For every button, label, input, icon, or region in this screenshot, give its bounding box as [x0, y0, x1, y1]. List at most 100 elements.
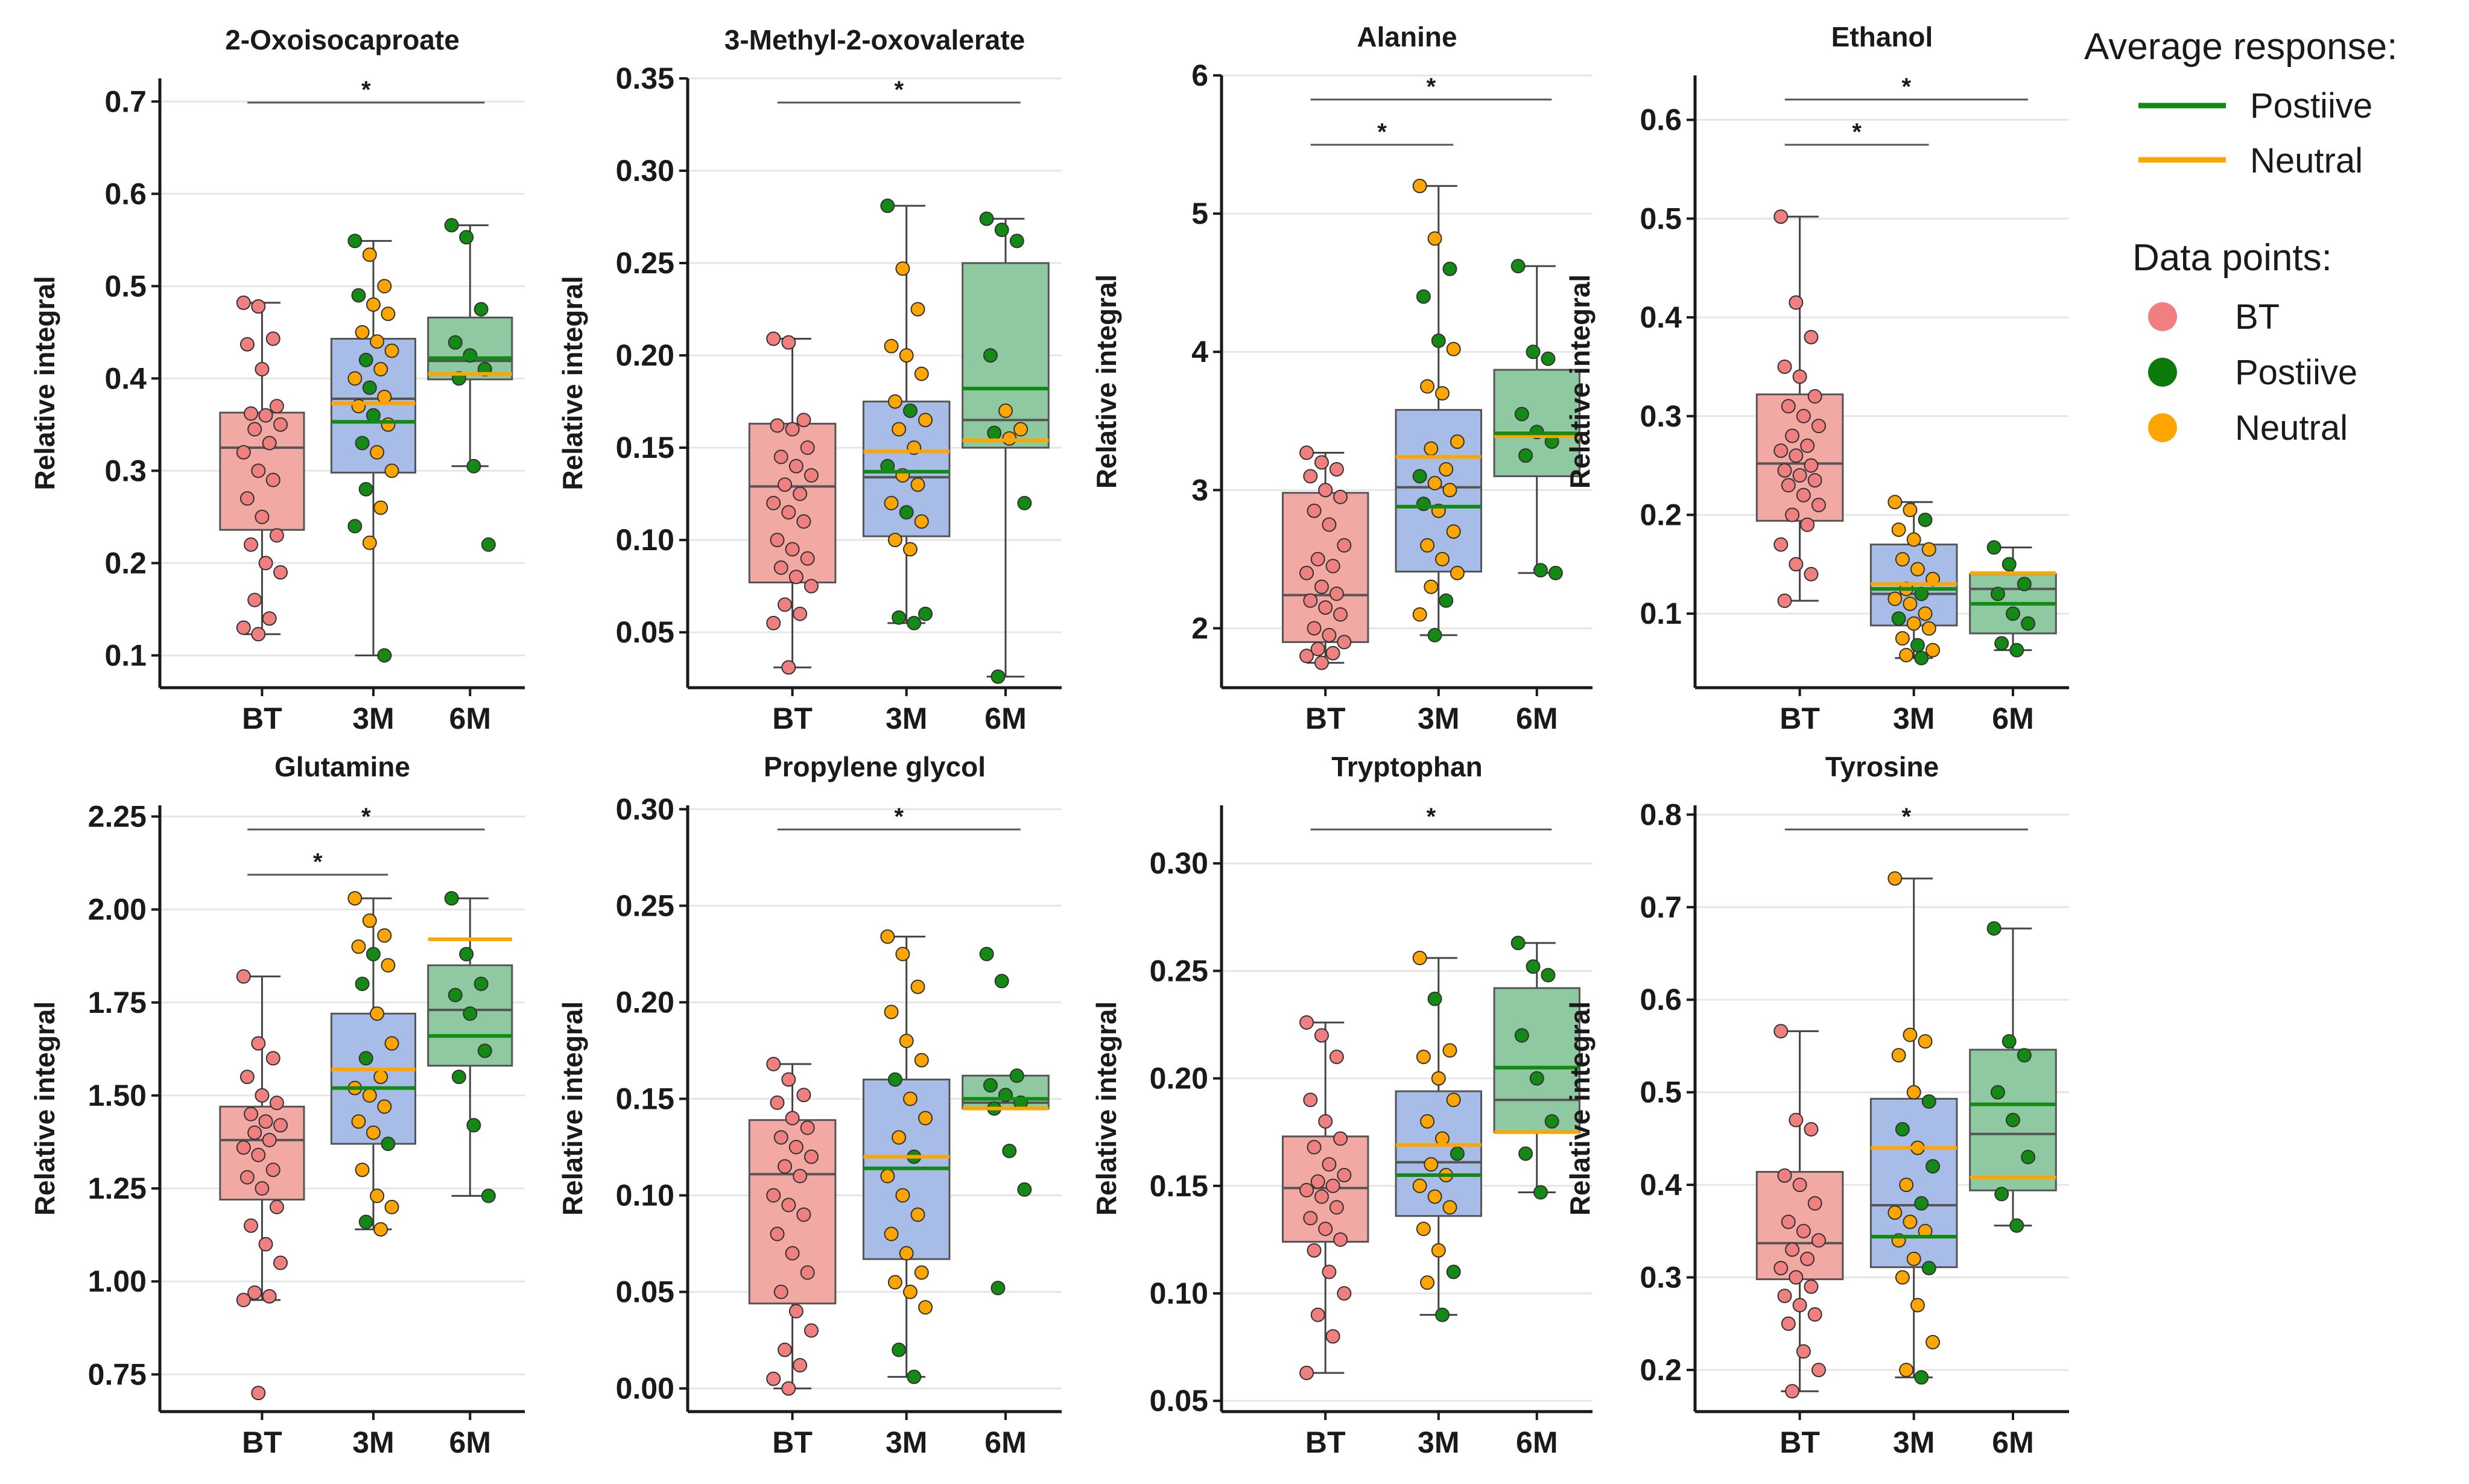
point-bt — [1789, 448, 1804, 463]
point-neutral — [384, 1199, 399, 1214]
y-axis-label: Relative integral — [29, 1001, 60, 1216]
point-neutral — [362, 247, 377, 262]
point-bt — [1773, 1024, 1789, 1039]
point-positive — [1518, 1146, 1533, 1161]
point-neutral — [1918, 1034, 1933, 1049]
point-bt — [1314, 1189, 1329, 1204]
point-bt — [766, 1056, 781, 1071]
y-tick-label: 1.25 — [88, 1172, 147, 1205]
point-bt — [770, 533, 785, 548]
point-positive — [892, 1342, 907, 1357]
box-3m — [1869, 1097, 1958, 1269]
point-bt — [766, 331, 781, 346]
y-axis-label: Relative integral — [557, 276, 588, 490]
point-positive — [448, 988, 463, 1003]
point-neutral — [1002, 431, 1017, 446]
x-tick-label: 3M — [1893, 702, 1935, 735]
point-bt — [788, 569, 803, 585]
point-positive — [1914, 1370, 1929, 1385]
point-positive — [1017, 495, 1032, 510]
point-positive — [347, 519, 363, 534]
box-bt — [1281, 492, 1369, 643]
y-tick-label: 0.10 — [616, 523, 674, 557]
point-bt — [796, 514, 811, 529]
panel-title: Glutamine — [274, 751, 410, 782]
point-bt — [1310, 551, 1325, 566]
point-bt — [273, 1255, 288, 1270]
point-neutral — [1887, 871, 1903, 886]
legend-neutral-label: Neutral — [2250, 141, 2363, 180]
point-bt — [273, 417, 288, 432]
y-tick-label: 0.30 — [1150, 846, 1208, 880]
point-bt — [1773, 209, 1789, 224]
y-tick-label: 0.3 — [104, 454, 147, 487]
y-tick-label: 0.00 — [616, 1372, 674, 1406]
point-bt — [796, 1207, 811, 1222]
point-neutral — [899, 1246, 914, 1261]
point-bt — [766, 495, 781, 510]
point-bt — [778, 1342, 793, 1357]
point-bt — [1314, 1028, 1329, 1043]
point-neutral — [370, 334, 385, 349]
point-bt — [1796, 1223, 1811, 1238]
point-bt — [1789, 557, 1804, 572]
point-positive — [1541, 351, 1556, 366]
point-bt — [1325, 1178, 1340, 1193]
point-neutral — [373, 1070, 388, 1085]
point-positive — [907, 1369, 922, 1384]
y-tick-label: 0.15 — [616, 431, 674, 465]
y-tick-label: 0.75 — [88, 1357, 147, 1391]
x-tick-label: 6M — [1516, 702, 1558, 735]
point-bt — [1777, 1289, 1792, 1304]
y-tick-label: 0.20 — [616, 985, 674, 1019]
panel-tyrosine: * 0.2 0.3 0.4 0.5 0.6 0.7 0.8 BT 3M 6M Tyrosine Rela… — [1564, 751, 2069, 1459]
point-neutral — [902, 1284, 918, 1299]
y-tick-label: 0.7 — [1640, 890, 1682, 924]
point-bt — [239, 491, 255, 506]
point-neutral — [1442, 1043, 1457, 1058]
x-tick-label: 6M — [1516, 1425, 1558, 1459]
x-tick-label: 6M — [1992, 1425, 2033, 1459]
point-positive — [1990, 1085, 2005, 1100]
significance-star: * — [313, 849, 323, 875]
point-positive — [990, 669, 1006, 684]
point-neutral — [1450, 565, 1465, 580]
point-neutral — [1899, 1178, 1914, 1193]
legend-average-title: Average response: — [2084, 26, 2397, 68]
legend-positive-point-label: Postiive — [2235, 353, 2357, 392]
point-bt — [1325, 559, 1340, 574]
point-positive — [1002, 1143, 1017, 1158]
point-bt — [1796, 408, 1811, 423]
point-positive — [474, 976, 489, 991]
point-bt — [781, 335, 796, 350]
point-bt — [1811, 419, 1826, 434]
y-tick-label: 2 — [1191, 611, 1208, 645]
point-positive — [2006, 1112, 2020, 1127]
point-bt — [251, 463, 266, 478]
panel-alanine: * * 2 3 4 5 6 BT 3M 6M Alanine Relative integral — [1091, 21, 1593, 735]
point-neutral — [1895, 1270, 1910, 1285]
point-bt — [1329, 1200, 1344, 1215]
panel-glutamine: * * 0.75 1.00 1.25 1.50 1.75 2.00 2.25 BT 3M 6M Glut… — [29, 751, 525, 1459]
point-bt — [1777, 593, 1792, 608]
point-positive — [994, 222, 1009, 237]
point-positive — [1431, 333, 1446, 348]
point-neutral — [362, 913, 377, 928]
point-positive — [1544, 1114, 1559, 1129]
point-positive — [1427, 991, 1442, 1006]
point-neutral — [373, 500, 388, 515]
point-positive — [887, 1072, 902, 1087]
point-positive — [451, 1070, 466, 1085]
x-tick-label: 3M — [352, 1425, 394, 1459]
box-6m — [1493, 987, 1580, 1134]
y-tick-label: 0.05 — [616, 615, 674, 649]
point-bt — [1318, 600, 1333, 615]
point-positive — [1427, 627, 1442, 642]
point-bt — [251, 1036, 266, 1051]
point-neutral — [914, 366, 929, 381]
x-tick-label: 6M — [1992, 702, 2033, 735]
point-bt — [1325, 1329, 1340, 1344]
point-neutral — [1431, 1243, 1446, 1258]
point-positive — [1914, 650, 1929, 665]
point-neutral — [1427, 475, 1442, 490]
